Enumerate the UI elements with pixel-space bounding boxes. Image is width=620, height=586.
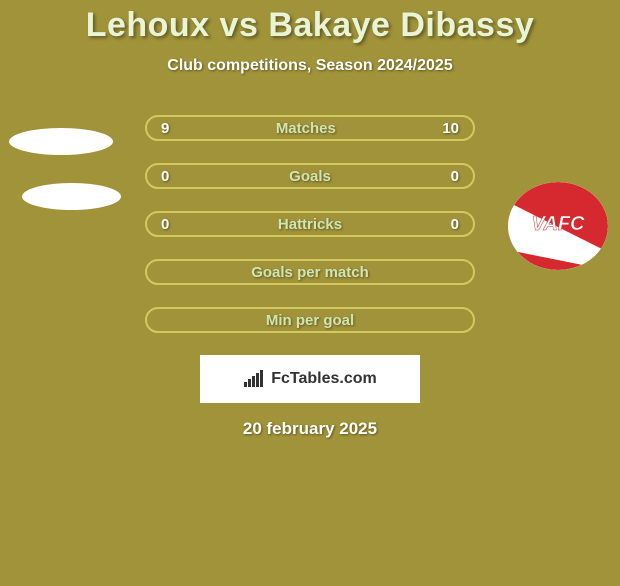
stat-left-value: 0 [161, 168, 169, 185]
vafc-text: VAFC [532, 213, 586, 235]
bar-chart-icon [243, 370, 265, 388]
stat-right-value: 10 [442, 120, 459, 137]
stat-left-value: 0 [161, 216, 169, 233]
stat-right-value: 0 [451, 216, 459, 233]
comparison-title: Lehoux vs Bakaye Dibassy [0, 6, 620, 45]
brand-footer: FcTables.com [200, 355, 420, 403]
stat-left-value: 9 [161, 120, 169, 137]
stat-row: Goals per match [0, 259, 620, 285]
comparison-subtitle: Club competitions, Season 2024/2025 [0, 57, 620, 75]
stat-right-value: 0 [451, 168, 459, 185]
stat-label: Hattricks [169, 216, 450, 233]
stat-label: Min per goal [161, 312, 459, 329]
vafc-logo-icon: VAFC [508, 182, 608, 270]
stat-label: Goals [169, 168, 450, 185]
snapshot-date: 20 february 2025 [0, 419, 620, 439]
stat-row: Min per goal [0, 307, 620, 333]
player1-head-ellipse [9, 128, 113, 155]
player1-body-ellipse [22, 183, 121, 210]
stat-label: Matches [169, 120, 442, 137]
stat-label: Goals per match [161, 264, 459, 281]
brand-text: FcTables.com [271, 370, 377, 388]
player2-club-badge: VAFC [508, 182, 608, 270]
